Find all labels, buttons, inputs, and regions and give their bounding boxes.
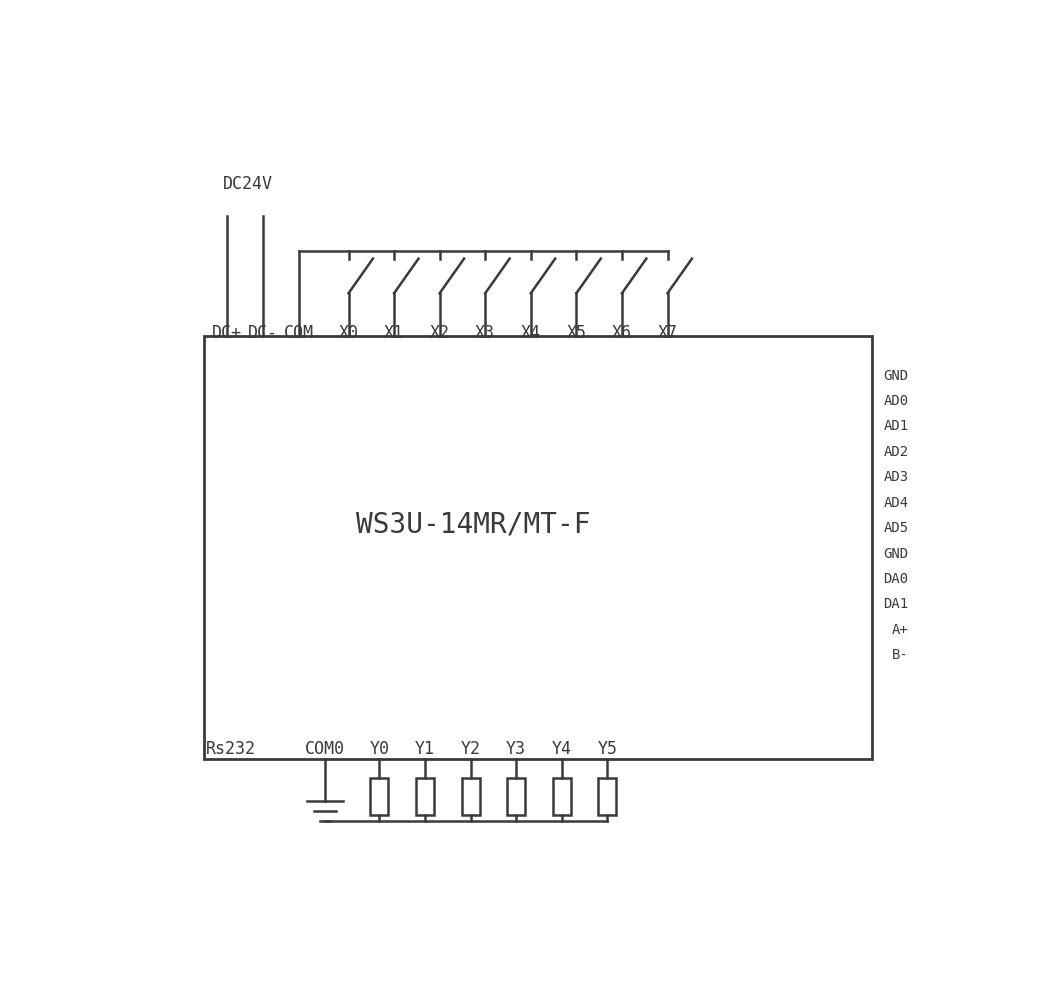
Text: Y1: Y1 bbox=[415, 740, 435, 758]
Text: Y3: Y3 bbox=[506, 740, 526, 758]
Text: GND: GND bbox=[883, 547, 908, 561]
Text: AD3: AD3 bbox=[883, 470, 908, 484]
Text: AD4: AD4 bbox=[883, 496, 908, 510]
Bar bbox=[416, 778, 434, 815]
Text: GND: GND bbox=[883, 369, 908, 383]
Bar bbox=[507, 778, 525, 815]
Text: AD5: AD5 bbox=[883, 521, 908, 535]
Text: X0: X0 bbox=[338, 324, 358, 342]
Text: X3: X3 bbox=[476, 324, 496, 342]
Text: DC-: DC- bbox=[248, 324, 278, 342]
Text: AD1: AD1 bbox=[883, 419, 908, 433]
Text: X6: X6 bbox=[612, 324, 632, 342]
Bar bbox=[462, 778, 480, 815]
Text: Y5: Y5 bbox=[597, 740, 617, 758]
Text: DC24V: DC24V bbox=[223, 175, 272, 193]
Text: X1: X1 bbox=[384, 324, 404, 342]
Text: COM0: COM0 bbox=[304, 740, 344, 758]
Text: X2: X2 bbox=[429, 324, 449, 342]
Text: Y0: Y0 bbox=[370, 740, 390, 758]
Text: Rs232: Rs232 bbox=[207, 740, 256, 758]
Text: AD0: AD0 bbox=[883, 394, 908, 408]
Text: DA1: DA1 bbox=[883, 597, 908, 611]
Text: DC+: DC+ bbox=[212, 324, 243, 342]
Text: DA0: DA0 bbox=[883, 572, 908, 586]
Bar bbox=[552, 778, 571, 815]
Text: X7: X7 bbox=[657, 324, 677, 342]
Text: X5: X5 bbox=[566, 324, 586, 342]
Text: COM: COM bbox=[284, 324, 314, 342]
Text: AD2: AD2 bbox=[883, 445, 908, 459]
Bar bbox=[598, 778, 616, 815]
Text: B-: B- bbox=[891, 648, 908, 662]
Text: Y4: Y4 bbox=[551, 740, 571, 758]
Text: A+: A+ bbox=[891, 623, 908, 637]
Text: X4: X4 bbox=[521, 324, 541, 342]
Bar bbox=[371, 778, 388, 815]
Text: WS3U-14MR/MT-F: WS3U-14MR/MT-F bbox=[356, 510, 590, 538]
Bar bbox=[205, 336, 872, 759]
Text: Y2: Y2 bbox=[461, 740, 481, 758]
